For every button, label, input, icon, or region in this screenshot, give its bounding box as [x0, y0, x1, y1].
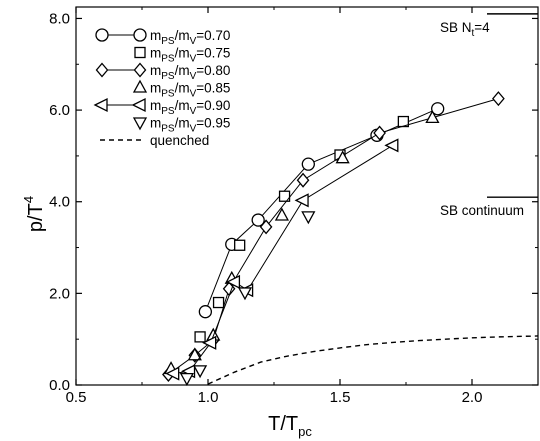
data-point-square: [234, 239, 246, 251]
legend-entry: mPS/mV=0.95: [132, 116, 230, 135]
legend-entry: mPS/mV=0.85: [132, 79, 230, 100]
y-tick-label: 4.0: [49, 194, 70, 211]
legend-label: mPS/mV=0.70: [150, 28, 230, 47]
data-point-triangle-left: [225, 274, 241, 289]
data-point-circle: [431, 102, 445, 116]
series-layer: [162, 91, 505, 386]
series-line-diamond: [168, 98, 499, 375]
data-point-square: [212, 296, 225, 309]
legend-label: mPS/mV=0.80: [150, 63, 230, 82]
data-point-circle: [301, 157, 315, 171]
data-point-square: [278, 190, 291, 202]
annotation-label: SB continuum: [440, 203, 524, 218]
data-point-triangle-up: [335, 150, 350, 164]
y-tick-label: 8.0: [49, 10, 70, 27]
legend-entry: mPS/mV=0.90: [93, 97, 230, 117]
data-point-triangle-left: [165, 366, 180, 381]
legend-label-quenched: quenched: [150, 133, 209, 148]
data-point-triangle-up: [187, 347, 202, 361]
legend-entry: mPS/mV=0.75: [134, 46, 230, 65]
data-point-circle: [251, 213, 265, 227]
y-tick-label: 0.0: [49, 377, 70, 394]
series-line-quenched: [207, 335, 539, 385]
x-tick-label: 1.5: [330, 389, 351, 406]
legend-marker: [133, 62, 147, 78]
data-point-triangle-left: [202, 335, 217, 350]
y-tick-label: 2.0: [49, 285, 70, 302]
data-point-triangle-down: [192, 365, 208, 379]
data-point-diamond: [259, 219, 273, 235]
legend-marker: [95, 62, 109, 78]
legend-entry-quenched: quenched: [100, 133, 209, 148]
data-point-diamond: [373, 125, 386, 141]
annotation-layer: SB Nt=4 SB continuum: [440, 13, 538, 218]
data-point-triangle-down: [179, 372, 194, 386]
data-point-triangle-up: [425, 110, 440, 124]
legend-entry: mPS/mV=0.80: [95, 62, 230, 82]
y-axis-label: p/T4: [21, 196, 47, 232]
series-triangle-down: [179, 211, 316, 386]
x-tick-label: 0.5: [66, 389, 87, 406]
legend-label: mPS/mV=0.75: [150, 46, 230, 65]
data-point-triangle-left: [384, 138, 399, 153]
data-point-diamond: [296, 172, 310, 188]
series-line-triangle-left: [173, 144, 394, 375]
legend-label: mPS/mV=0.90: [150, 98, 230, 117]
legend-marker: [133, 28, 147, 42]
data-point-triangle-up: [274, 207, 290, 221]
plot-frame: [75, 6, 539, 386]
data-point-triangle-down: [237, 287, 253, 301]
axis-ticks: 0.5 1.0 1.5 2.0 0.0 2.0 4.0 6.0 8.0: [49, 7, 538, 406]
x-tick-label: 1.0: [198, 389, 219, 406]
data-point-square: [194, 331, 206, 343]
plot-area-border: [75, 6, 539, 386]
series-triangle-left: [165, 138, 399, 381]
data-point-triangle-down: [301, 211, 316, 225]
legend-marker: [132, 117, 148, 131]
annotation-label: SB Nt=4: [440, 20, 490, 39]
legend-marker: [95, 28, 109, 42]
series-square: [194, 115, 410, 343]
data-point-triangle-left: [294, 193, 309, 208]
data-point-circle: [198, 305, 213, 319]
series-line-circle: [204, 108, 438, 312]
legend-marker: [93, 97, 108, 113]
y-tick-label: 6.0: [49, 102, 70, 119]
x-axis-label: T/Tpc: [268, 413, 312, 439]
legend-entry: mPS/mV=0.70: [95, 28, 230, 47]
data-point-diamond: [492, 91, 505, 107]
legend-label: mPS/mV=0.85: [150, 81, 230, 100]
quenched-layer: [207, 335, 539, 385]
legend-label: mPS/mV=0.95: [150, 116, 230, 135]
legend-marker: [131, 97, 146, 113]
legend: mPS/mV=0.70mPS/mV=0.75mPS/mV=0.80mPS/mV=…: [93, 28, 230, 148]
x-tick-label: 2.0: [462, 389, 483, 406]
legend-marker: [132, 79, 148, 93]
legend-marker: [134, 46, 146, 59]
